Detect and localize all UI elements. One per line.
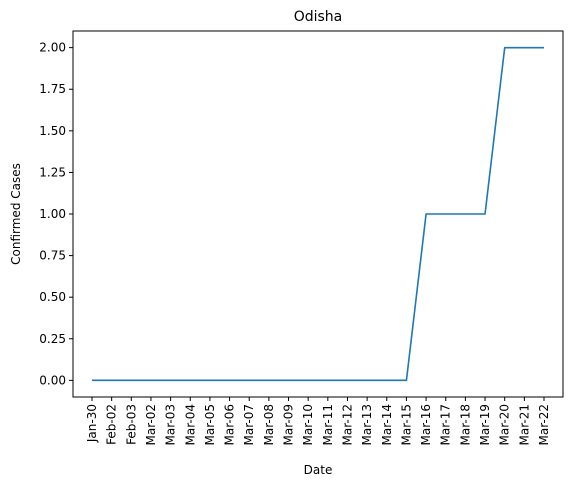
y-tick-label: 1.75 — [39, 82, 66, 96]
x-tick-label: Mar-05 — [203, 404, 217, 445]
x-tick-label: Mar-21 — [517, 404, 531, 445]
y-tick-label: 0.50 — [39, 290, 66, 304]
x-tick-label: Mar-06 — [223, 404, 237, 445]
y-tick-label: 1.00 — [39, 207, 66, 221]
chart-title: Odisha — [294, 9, 343, 25]
x-tick-label: Mar-14 — [380, 404, 394, 445]
x-tick-label: Mar-07 — [242, 404, 256, 445]
x-tick-label: Mar-22 — [537, 404, 551, 445]
x-tick-label: Mar-15 — [399, 404, 413, 445]
y-tick-label: 0.25 — [39, 332, 66, 346]
x-axis-label: Date — [304, 463, 333, 477]
y-tick-label: 1.25 — [39, 165, 66, 179]
x-tick-label: Mar-04 — [183, 404, 197, 445]
x-tick-label: Mar-17 — [439, 404, 453, 445]
x-tick-label: Mar-13 — [360, 404, 374, 445]
x-tick-label: Feb-02 — [105, 404, 119, 445]
x-tick-label: Mar-20 — [498, 404, 512, 445]
y-axis-label: Confirmed Cases — [9, 163, 23, 265]
x-tick-label: Mar-19 — [478, 404, 492, 445]
x-tick-label: Mar-09 — [282, 404, 296, 445]
y-tick-label: 0.75 — [39, 249, 66, 263]
series-line — [92, 46, 544, 382]
y-tick-label: 2.00 — [39, 41, 66, 55]
x-axis: Jan-30 Feb-02 Feb-03 Mar-02 Mar-03 Mar-04 Mar-… — [85, 397, 551, 445]
x-tick-label: Mar-18 — [458, 404, 472, 445]
y-tick-label: 1.50 — [39, 124, 66, 138]
x-tick-label: Mar-03 — [164, 404, 178, 445]
x-tick-label: Mar-16 — [419, 404, 433, 445]
x-tick-label: Mar-02 — [144, 404, 158, 445]
x-tick-label: Mar-08 — [262, 404, 276, 445]
x-tick-label: Jan-30 — [85, 404, 99, 443]
x-tick-label: Feb-03 — [124, 404, 138, 445]
y-axis: 0.00 0.25 0.50 0.75 1.00 1.25 1.50 1.75 2.00 — [39, 41, 73, 387]
x-tick-label: Mar-12 — [340, 404, 354, 445]
x-tick-label: Mar-11 — [321, 404, 335, 445]
y-tick-label: 0.00 — [39, 373, 66, 387]
plot-frame — [72, 30, 564, 398]
x-tick-label: Mar-10 — [301, 404, 315, 445]
